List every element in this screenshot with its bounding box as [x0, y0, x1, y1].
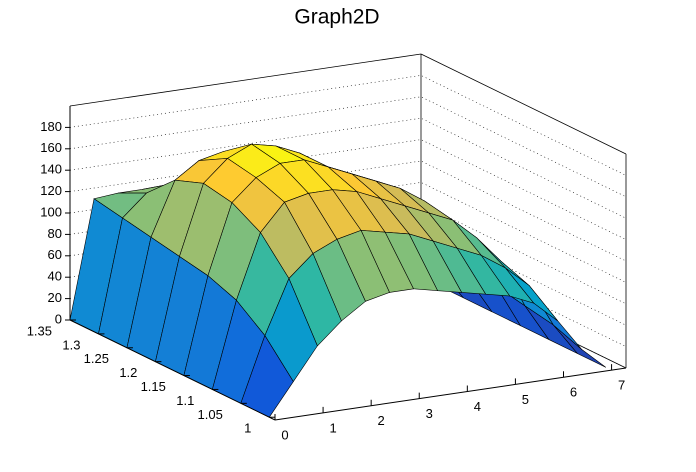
z-tick-label: 120 [40, 183, 62, 198]
y-tick-label: 1.2 [119, 365, 137, 380]
grid-line [69, 75, 627, 176]
z-tick-label: 40 [48, 269, 62, 284]
y-tick-label: 1.3 [62, 337, 80, 352]
x-axis [274, 367, 627, 421]
x-tick-label: 1 [329, 420, 336, 435]
z-tick-label: 0 [55, 311, 62, 326]
z-tick-label: 80 [48, 226, 62, 241]
y-tick-label: 1.1 [176, 393, 194, 408]
x-tick-label: 0 [281, 427, 288, 442]
chart-title: Graph2D [294, 6, 379, 29]
x-tick-label: 2 [378, 413, 385, 428]
x-tick-label: 4 [474, 399, 481, 414]
z-tick-label: 160 [40, 140, 62, 155]
y-tick-label: 1.15 [141, 379, 166, 394]
x-tick-label: 3 [426, 406, 433, 421]
z-tick-label: 60 [48, 247, 62, 262]
x-tick-label: 7 [618, 378, 625, 393]
box-edge [420, 53, 627, 155]
box-edge [69, 53, 422, 107]
x-tick-label: 6 [570, 385, 577, 400]
z-tick-label: 180 [40, 119, 62, 134]
z-tick-label: 100 [40, 204, 62, 219]
y-tick-label: 1.05 [198, 407, 223, 422]
z-tick-label: 140 [40, 162, 62, 177]
x-tick-label: 5 [522, 392, 529, 407]
z-tick-label: 20 [48, 290, 62, 305]
y-tick-label: 1.25 [84, 351, 109, 366]
y-tick-label: 1 [244, 421, 251, 436]
y-tick-label: 1.35 [27, 323, 52, 338]
